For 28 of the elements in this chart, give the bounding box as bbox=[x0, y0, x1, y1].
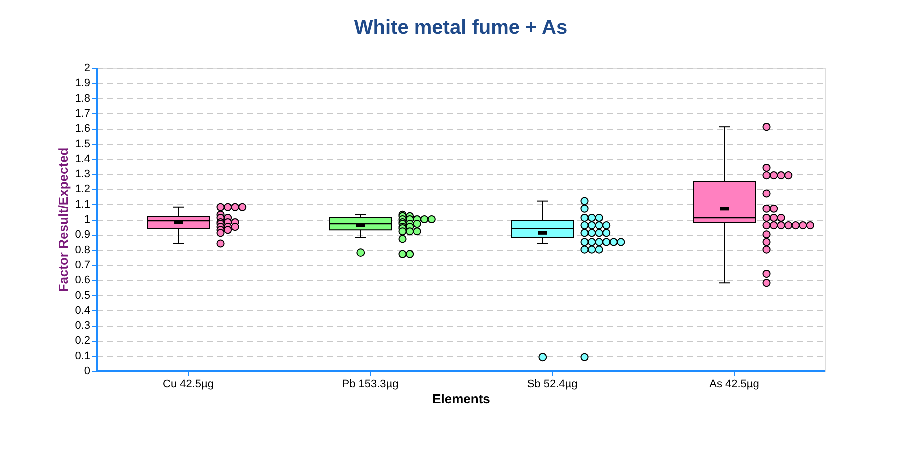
y-tick-label: 0.8 bbox=[75, 244, 90, 256]
y-tick-label: 0 bbox=[84, 366, 90, 378]
y-tick-label: 1.9 bbox=[75, 78, 90, 90]
x-tick-label: Cu 42.5µg bbox=[163, 378, 214, 390]
y-tick-label: 2 bbox=[84, 62, 90, 74]
x-tick-label: Pb 153.3µg bbox=[342, 378, 399, 390]
y-tick-label: 1.3 bbox=[75, 168, 90, 181]
y-tick-label: 0.4 bbox=[75, 304, 90, 317]
y-tick-label: 0.7 bbox=[75, 259, 90, 272]
x-tick-label: Sb 52.4µg bbox=[527, 378, 578, 390]
x-axis-title: Elements bbox=[432, 392, 490, 406]
y-tick-label: 1.5 bbox=[75, 138, 90, 150]
y-tick-label: 1.7 bbox=[75, 108, 90, 120]
y-tick-label: 0.1 bbox=[75, 350, 90, 362]
y-tick-label: 0.6 bbox=[75, 274, 90, 287]
y-tick-label: 0.3 bbox=[75, 320, 90, 332]
y-tick-label: 0.5 bbox=[75, 290, 90, 302]
y-tick-label: 1.8 bbox=[75, 92, 90, 105]
y-tick-label: 1 bbox=[84, 214, 90, 226]
y-tick-label: 1.6 bbox=[75, 123, 90, 136]
y-tick-label: 0.2 bbox=[75, 335, 90, 348]
y-tick-label: 1.2 bbox=[75, 184, 90, 196]
chart-title: White metal fume + As bbox=[354, 17, 568, 39]
x-tick-label: As 42.5µg bbox=[710, 378, 760, 390]
y-tick-label: 1.4 bbox=[75, 153, 90, 166]
y-axis-title: Factor Result/Expected bbox=[56, 148, 72, 292]
y-tick-label: 1.1 bbox=[75, 198, 90, 211]
y-tick-label: 0.9 bbox=[75, 229, 90, 242]
